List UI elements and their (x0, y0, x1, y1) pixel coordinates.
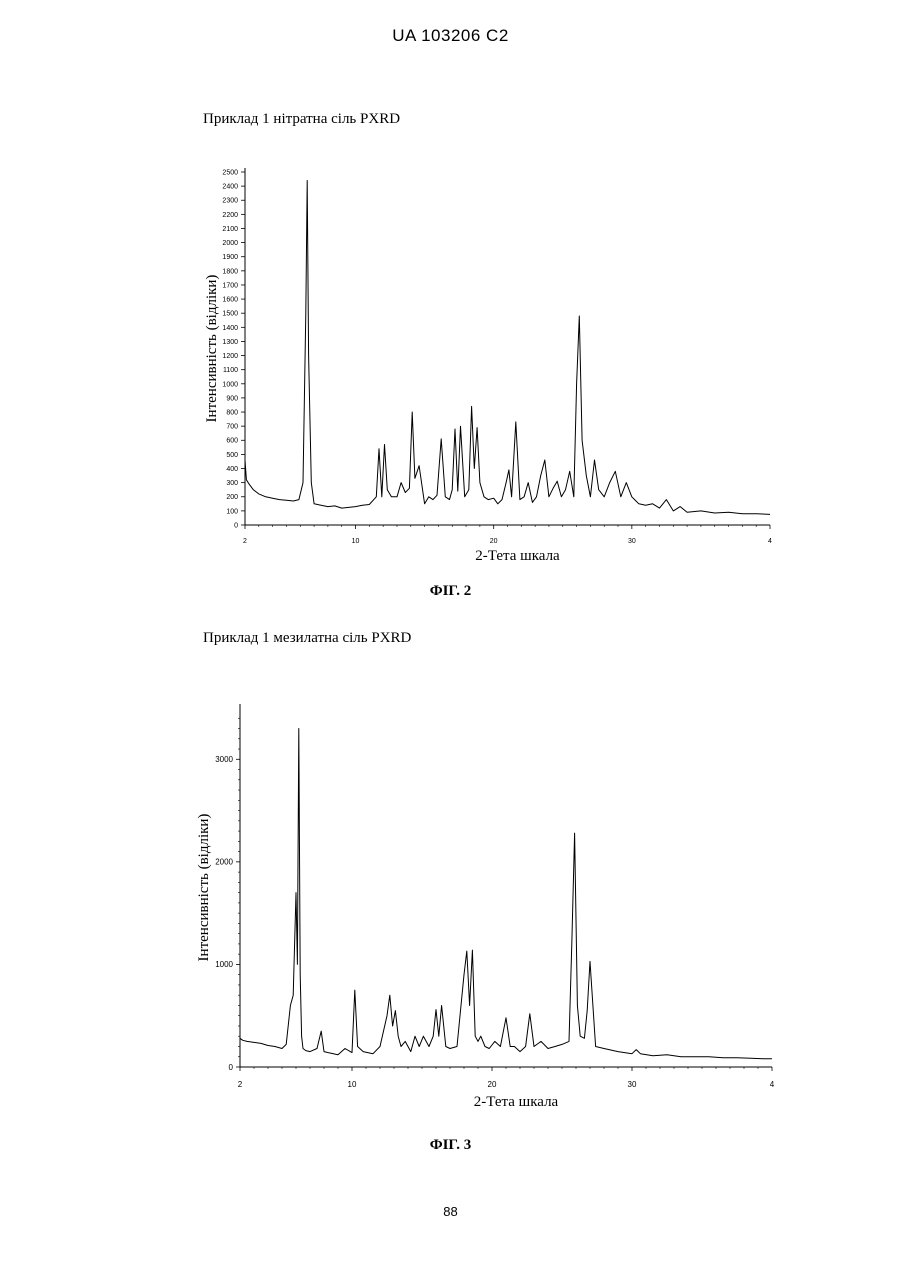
page-number: 88 (0, 1204, 901, 1219)
y-tick-label: 0 (229, 1063, 234, 1072)
patent-header: UA 103206 C2 (0, 26, 901, 46)
pxrd-series-line (245, 181, 770, 515)
y-tick-label: 1500 (222, 311, 238, 318)
y-tick-label: 200 (226, 494, 238, 501)
y-tick-label: 1700 (222, 282, 238, 289)
y-tick-label: 400 (226, 466, 238, 473)
y-tick-label: 1100 (223, 367, 238, 374)
x-tick-label: 2 (238, 1080, 243, 1089)
y-tick-label: 300 (226, 480, 238, 487)
pxrd-series-line (240, 729, 772, 1059)
x-tick-label: 20 (488, 1080, 497, 1089)
y-tick-label: 2000 (215, 858, 233, 867)
y-tick-label: 2200 (222, 212, 238, 219)
x-tick-label: 30 (628, 538, 636, 545)
y-tick-label: 900 (226, 395, 238, 402)
y-tick-label: 2500 (222, 169, 238, 176)
x-tick-label: 30 (628, 1080, 637, 1089)
y-tick-label: 1000 (222, 381, 238, 388)
y-tick-label: 700 (226, 424, 238, 431)
y-axis-title: Інтенсивність (відліки) (196, 814, 212, 962)
y-tick-label: 2400 (222, 184, 238, 191)
y-tick-label: 800 (226, 409, 238, 416)
y-axis-title: Інтенсивність (відліки) (204, 275, 220, 423)
y-tick-label: 600 (226, 438, 238, 445)
y-tick-label: 1300 (222, 339, 238, 346)
y-tick-label: 2000 (222, 240, 238, 247)
y-tick-label: 3000 (215, 755, 233, 764)
y-tick-label: 500 (226, 452, 238, 459)
nitrate-salt-pxrd-chart: 0 100 200 300 400 500 600 700 800 900 1000 1100 1200… (0, 150, 901, 580)
x-tick-label: 10 (352, 538, 360, 545)
y-tick-label: 1900 (222, 254, 238, 261)
y-tick-label: 2100 (222, 226, 238, 233)
x-tick-label: 20 (490, 538, 498, 545)
figure-3-label: ФІГ. 3 (0, 1137, 901, 1154)
y-tick-label: 1000 (215, 960, 233, 969)
y-tick-label: 100 (226, 508, 238, 515)
x-tick-label: 2 (243, 538, 247, 545)
figure-2-label: ФІГ. 2 (0, 583, 901, 600)
y-tick-label: 0 (234, 522, 238, 529)
x-tick-label: 10 (348, 1080, 357, 1089)
x-axis-title: 2-Тета шкала (474, 1094, 559, 1110)
x-axis-title: 2-Тета шкала (475, 548, 560, 564)
y-tick-label: 1400 (222, 325, 238, 332)
x-tick-label: 4 (768, 538, 772, 545)
y-tick-label: 1200 (222, 353, 238, 360)
mesylate-salt-pxrd-chart: 0 1000 2000 3000 2 10 20 30 4 2-Тета шкала Інтенси… (0, 690, 901, 1120)
y-tick-label: 1800 (222, 268, 238, 275)
y-tick-label: 1600 (222, 297, 238, 304)
x-tick-label: 4 (770, 1080, 775, 1089)
y-tick-label: 2300 (222, 198, 238, 205)
figure-3-caption: Приклад 1 мезилатна сіль PXRD (203, 630, 411, 647)
figure-2-caption: Приклад 1 нітратна сіль PXRD (203, 111, 400, 128)
